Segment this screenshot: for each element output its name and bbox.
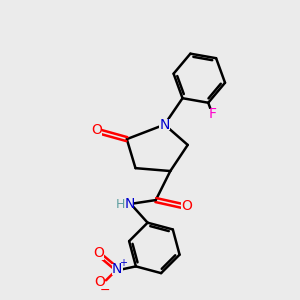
Bar [159, 119, 170, 130]
Text: O: O [182, 199, 193, 213]
Bar [207, 109, 218, 119]
Text: O: O [91, 123, 102, 137]
Text: N: N [112, 262, 122, 276]
Text: F: F [208, 107, 216, 121]
Text: −: − [100, 284, 111, 297]
Bar [115, 199, 133, 210]
Bar [181, 200, 192, 211]
Text: N: N [159, 118, 170, 132]
Bar [94, 278, 105, 289]
Text: O: O [94, 275, 105, 289]
Bar [91, 126, 102, 137]
Text: N: N [125, 197, 136, 212]
Bar [93, 249, 104, 260]
Text: +: + [119, 258, 127, 268]
Text: O: O [94, 246, 104, 260]
Text: H: H [116, 198, 125, 211]
Bar [112, 264, 122, 275]
